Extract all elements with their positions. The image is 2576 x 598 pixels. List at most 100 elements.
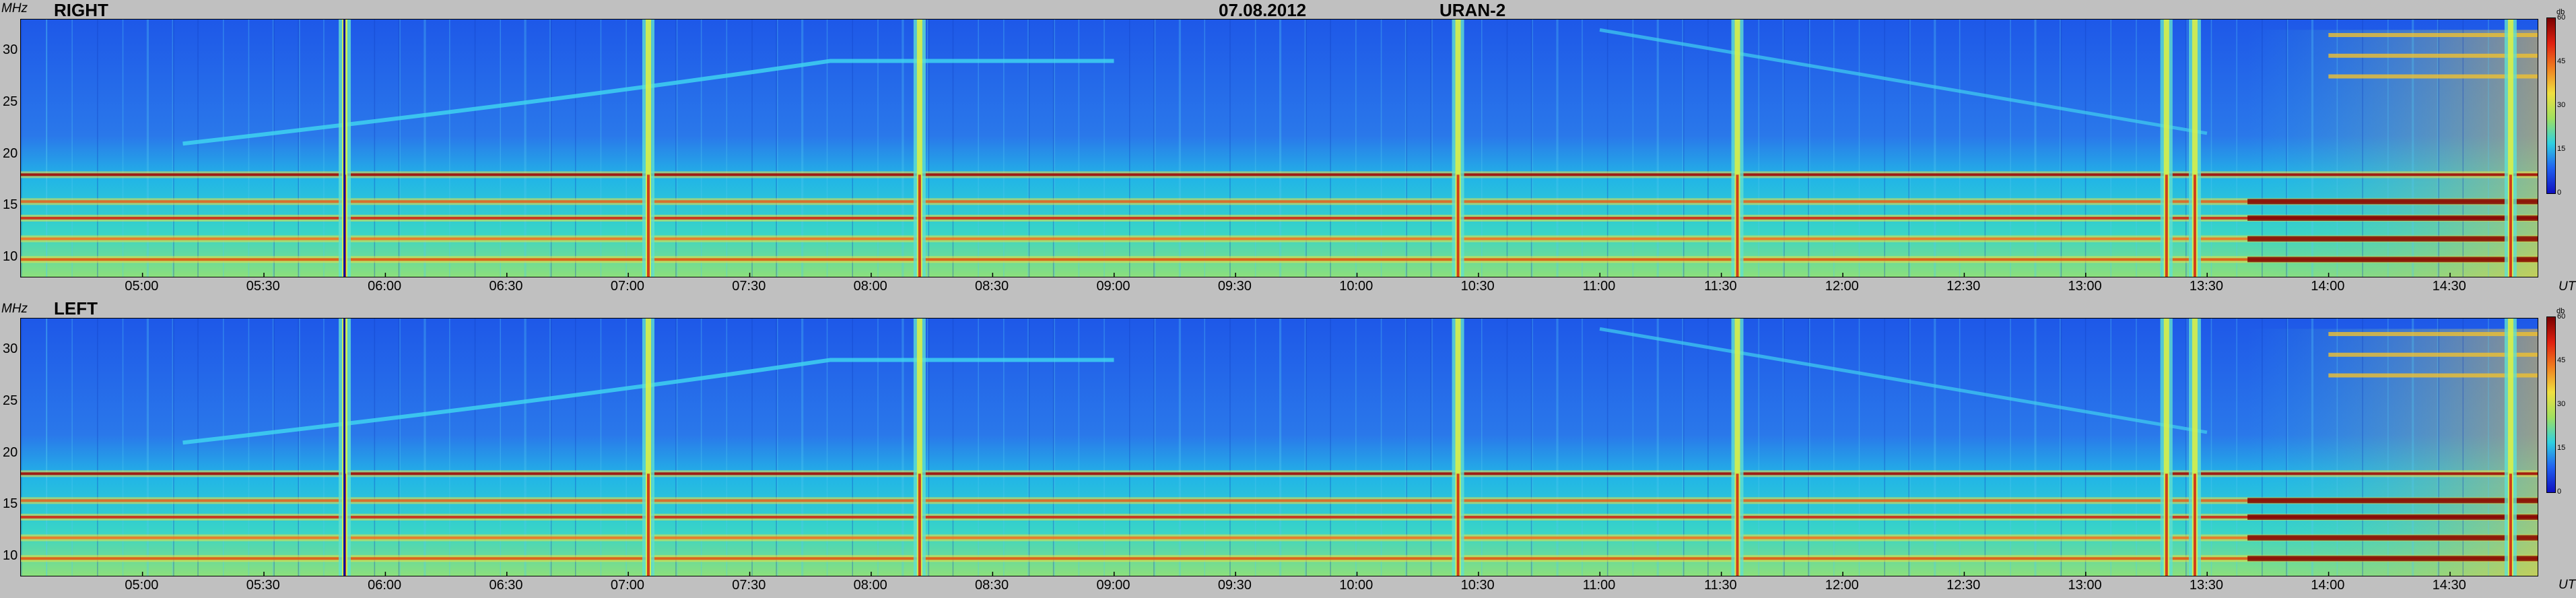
interference-line (1355, 20, 1357, 277)
interference-line (1908, 20, 1909, 277)
x-tick-label: 11:30 (1704, 578, 1737, 593)
burst-core (2509, 174, 2512, 277)
interference-line (1683, 20, 1685, 277)
interference-line (1380, 319, 1382, 576)
interference-line (374, 20, 376, 277)
y-tick-label: 10 (3, 249, 18, 265)
burst (2192, 20, 2198, 277)
interference-line (1280, 319, 1282, 576)
interference-line (273, 20, 275, 277)
burst-core (2193, 174, 2196, 277)
interference-line (2438, 319, 2439, 576)
interference-line (877, 319, 879, 576)
interference-line (777, 20, 778, 277)
interference-line (1658, 319, 1659, 576)
x-tick-label: 13:30 (2189, 578, 2223, 593)
x-tick-label: 12:00 (1825, 279, 1859, 294)
interference-line (1304, 319, 1306, 576)
y-tick-label: 10 (3, 548, 18, 564)
burst (2163, 319, 2169, 576)
interference-line (500, 319, 501, 576)
interference-line (146, 20, 148, 277)
x-unit-label-left: UT (2558, 578, 2576, 592)
interference-line (2387, 319, 2389, 576)
interference-line (298, 20, 299, 277)
interference-line (299, 319, 300, 576)
burst (1455, 20, 1461, 277)
interference-line (1430, 319, 1432, 576)
x-tick-mark (992, 572, 994, 576)
interference-line (1858, 319, 1860, 576)
drift-feature (1599, 327, 2208, 434)
x-tick-label: 06:30 (489, 578, 523, 593)
rfi-band-upper (2328, 373, 2538, 378)
interference-line (1782, 20, 1784, 277)
burst-core (1736, 473, 1739, 576)
x-tick-mark (992, 273, 994, 277)
x-tick-label: 07:30 (732, 279, 766, 294)
interference-line (776, 319, 777, 576)
interference-line (1306, 20, 1307, 277)
interference-line (1632, 319, 1634, 576)
interference-line (902, 319, 904, 576)
interference-line (1707, 20, 1709, 277)
interference-line (1909, 319, 1911, 576)
interference-line (2488, 20, 2489, 277)
interference-line (1833, 319, 1835, 576)
interference-line (1782, 319, 1784, 576)
drift-feature (1599, 28, 2208, 135)
x-tick-mark (871, 572, 872, 576)
x-tick-label: 05:30 (246, 578, 280, 593)
colorbar-right (2546, 18, 2556, 194)
interference-line (1532, 20, 1533, 277)
x-tick-label: 11:00 (1582, 279, 1616, 294)
x-tick-mark (1478, 273, 1479, 277)
interference-line (1178, 20, 1180, 277)
x-tick-mark (1720, 273, 1722, 277)
interference-line (1027, 20, 1029, 277)
panel-title-left: LEFT (54, 298, 98, 319)
interference-line (2110, 319, 2111, 576)
interference-line (826, 319, 828, 576)
interference-line (1532, 319, 1533, 576)
interference-line (423, 319, 425, 576)
colorbar-tick-label: 0 (2557, 488, 2562, 496)
interference-line (600, 319, 602, 576)
interference-line (1027, 319, 1029, 576)
interference-line (952, 319, 954, 576)
interference-line (1380, 20, 1382, 277)
x-tick-label: 05:00 (125, 279, 159, 294)
interference-line (751, 319, 753, 576)
interference-line (952, 20, 954, 277)
x-tick-mark (506, 572, 508, 576)
interference-line (1582, 20, 1583, 277)
x-tick-label: 13:00 (2068, 578, 2102, 593)
x-tick-mark (1235, 572, 1236, 576)
interference-line (425, 319, 426, 576)
interference-line (1557, 20, 1559, 277)
x-tick-mark (628, 273, 629, 277)
rfi-band-intense (2247, 556, 2538, 562)
interference-line (2286, 319, 2289, 576)
y-tick-label: 30 (3, 341, 18, 357)
interference-line (1054, 20, 1055, 277)
interference-line (726, 20, 728, 277)
x-tick-label: 08:00 (853, 279, 887, 294)
interference-line (1959, 20, 1961, 277)
burst-core (1456, 473, 1460, 576)
interference-line (1153, 20, 1155, 277)
interference-line (1530, 319, 1532, 576)
colorbar-tick-label: 30 (2557, 400, 2566, 408)
interference-line (1154, 20, 1156, 277)
x-tick-mark (628, 572, 629, 576)
interference-line (1052, 319, 1054, 576)
interference-line (2438, 20, 2439, 277)
x-tick-mark (2085, 273, 2087, 277)
interference-line (575, 319, 576, 576)
x-tick-mark (2206, 572, 2208, 576)
x-tick-mark (1356, 572, 1358, 576)
x-tick-label: 08:30 (975, 279, 1009, 294)
x-tick-mark (1599, 273, 1601, 277)
interference-line (675, 20, 677, 277)
interference-line (2060, 319, 2061, 576)
